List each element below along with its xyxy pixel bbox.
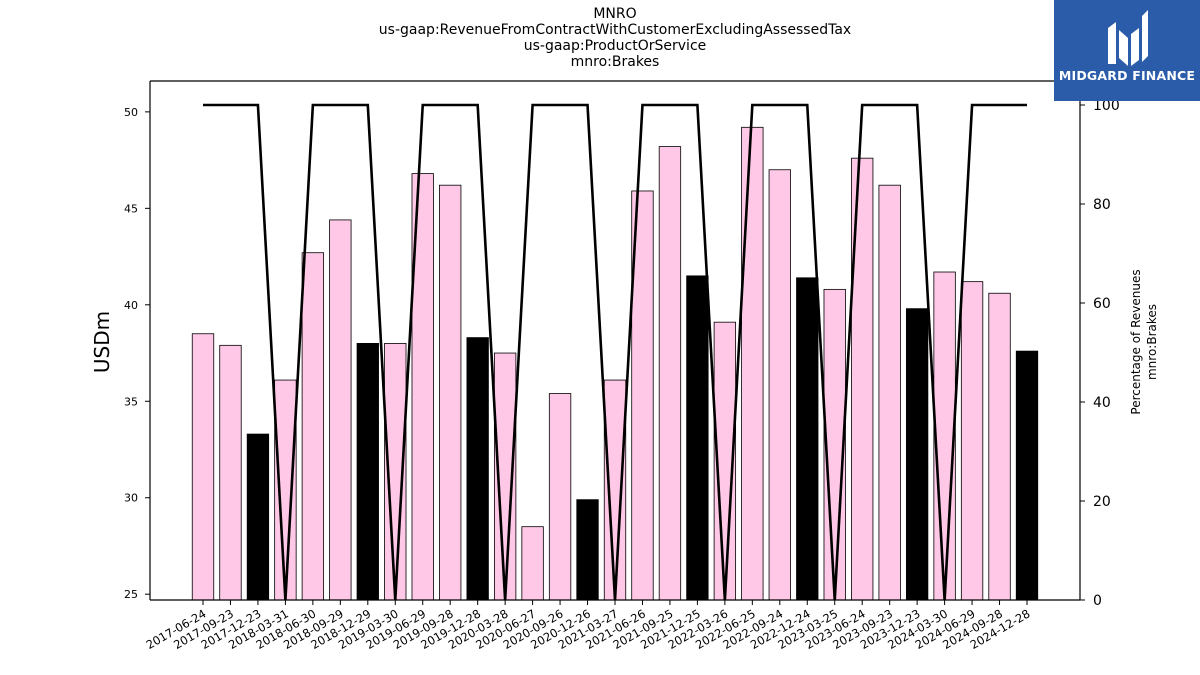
- y-tick-label: 45: [124, 202, 138, 215]
- bar: [741, 126, 764, 601]
- y2-tick-label: 40: [1093, 395, 1111, 411]
- bar: [960, 281, 984, 601]
- bar: [796, 277, 819, 601]
- bar: [301, 252, 325, 601]
- bar: [878, 184, 901, 601]
- y2-axis-label-line-1: Percentage of Revenues: [1129, 269, 1143, 414]
- bar: [548, 393, 572, 601]
- bar: [191, 333, 215, 601]
- y-axis-label: USDm: [90, 311, 114, 373]
- bar: [1015, 350, 1039, 601]
- title-line-axis: us-gaap:ProductOrService: [523, 38, 707, 54]
- midgard-logo-icon: [1108, 10, 1148, 66]
- bar: [576, 499, 599, 601]
- y-tick-label: 35: [124, 395, 138, 408]
- bar: [603, 379, 627, 601]
- bar: [356, 342, 379, 601]
- bar: [219, 344, 242, 601]
- midgard-finance-logo: MIDGARD FINANCE: [1054, 0, 1200, 101]
- y2-axis-label-line-2: mnro:Brakes: [1145, 304, 1159, 380]
- bar: [521, 526, 544, 601]
- y2-tick-label: 20: [1093, 494, 1111, 510]
- y-tick-label: 50: [124, 106, 138, 119]
- y-tick-label: 30: [124, 492, 138, 505]
- y2-tick-label: 0: [1093, 593, 1102, 609]
- bar: [933, 271, 956, 601]
- y2-tick-label: 100: [1093, 98, 1120, 114]
- chart-title: MNRO us-gaap:RevenueFromContractWithCust…: [0, 6, 1200, 70]
- title-line-member: mnro:Brakes: [570, 54, 660, 70]
- y2-tick-label: 60: [1093, 296, 1111, 312]
- y2-axis-label: Percentage of Revenues mnro:Brakes: [1129, 269, 1159, 414]
- bar: [466, 337, 489, 601]
- title-line-ticker: MNRO: [593, 6, 637, 22]
- bar: [686, 275, 709, 601]
- bar: [329, 219, 352, 601]
- bar: [905, 308, 929, 601]
- bar: [246, 433, 270, 601]
- y-tick-label: 40: [124, 299, 138, 312]
- bars-group: [191, 126, 1039, 601]
- title-line-concept: us-gaap:RevenueFromContractWithCustomerE…: [378, 22, 852, 38]
- logo-text: MIDGARD FINANCE: [1058, 68, 1196, 83]
- bar: [439, 184, 462, 601]
- bar: [274, 379, 297, 601]
- y-tick-label: 25: [124, 588, 138, 601]
- bar: [988, 292, 1011, 601]
- bar: [658, 146, 682, 601]
- y2-tick-label: 80: [1093, 197, 1111, 213]
- bar: [768, 169, 791, 601]
